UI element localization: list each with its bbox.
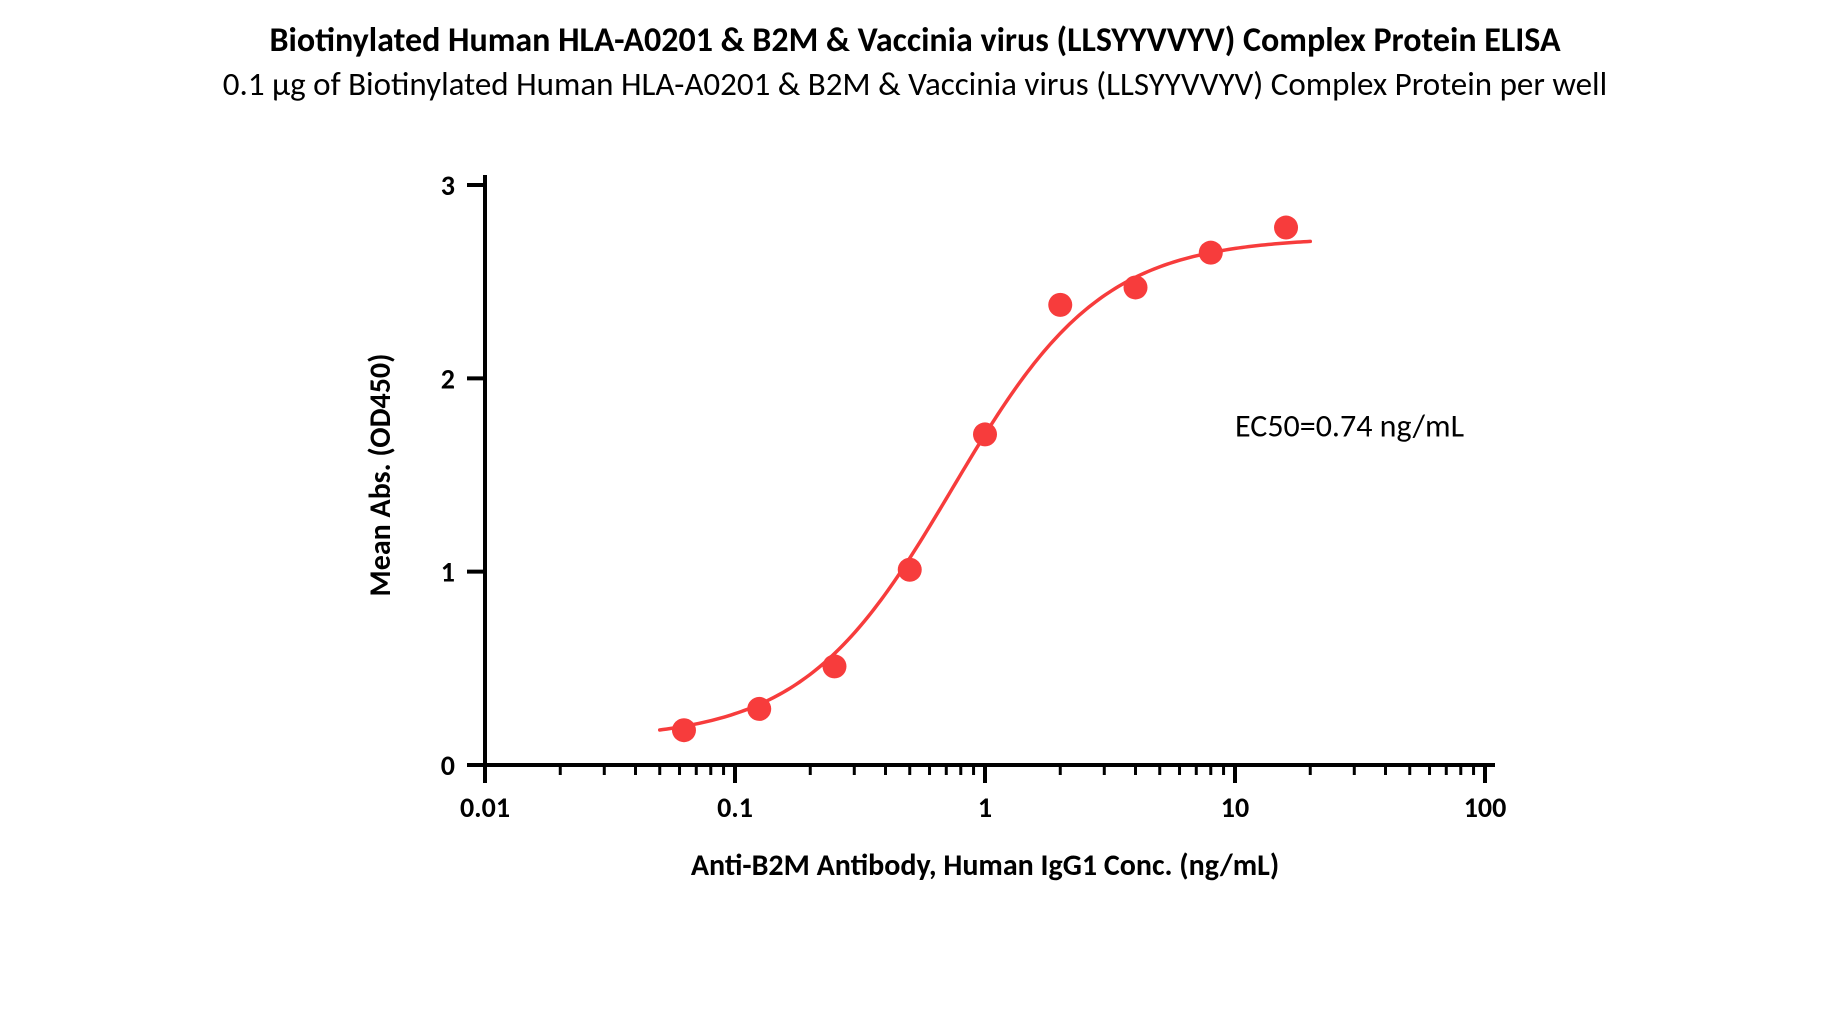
data-point — [672, 719, 696, 743]
y-tick-label: 1 — [441, 555, 455, 590]
y-tick-label: 2 — [441, 362, 455, 397]
data-point — [747, 697, 771, 721]
chart-title-sub: 0.1 μg of Biotinylated Human HLA-A0201 &… — [0, 63, 1830, 106]
data-point — [973, 423, 997, 447]
chart-title-main: Biotinylated Human HLA-A0201 & B2M & Vac… — [0, 20, 1830, 63]
fit-curve — [660, 242, 1311, 731]
x-tick-label: 100 — [1464, 790, 1507, 825]
chart-title-block: Biotinylated Human HLA-A0201 & B2M & Vac… — [0, 0, 1830, 105]
data-point — [1199, 241, 1223, 265]
page-root: Biotinylated Human HLA-A0201 & B2M & Vac… — [0, 0, 1830, 1032]
x-axis-label: Anti-B2M Antibody, Human IgG1 Conc. (ng/… — [691, 847, 1279, 884]
data-point — [898, 558, 922, 582]
y-axis-label: Mean Abs. (OD450) — [362, 354, 399, 597]
chart-container: 0 1 2 3 0.01 0.1 1 10 100 Mean Abs. (OD450) Anti-B… — [215, 125, 1615, 945]
data-point — [822, 655, 846, 679]
elisa-chart: 0 1 2 3 0.01 0.1 1 10 100 Mean Abs. (OD450) Anti-B… — [215, 125, 1615, 945]
ec50-annotation: EC50=0.74 ng/mL — [1235, 407, 1464, 446]
x-tick-label: 1 — [978, 790, 992, 825]
y-tick-label: 3 — [441, 168, 455, 203]
x-tick-label: 10 — [1221, 790, 1249, 825]
data-point — [1048, 293, 1072, 317]
data-point — [1274, 216, 1298, 240]
data-point — [1124, 276, 1148, 300]
x-tick-label: 0.01 — [460, 790, 510, 825]
y-tick-label: 0 — [441, 748, 455, 783]
x-tick-label: 0.1 — [717, 790, 753, 825]
